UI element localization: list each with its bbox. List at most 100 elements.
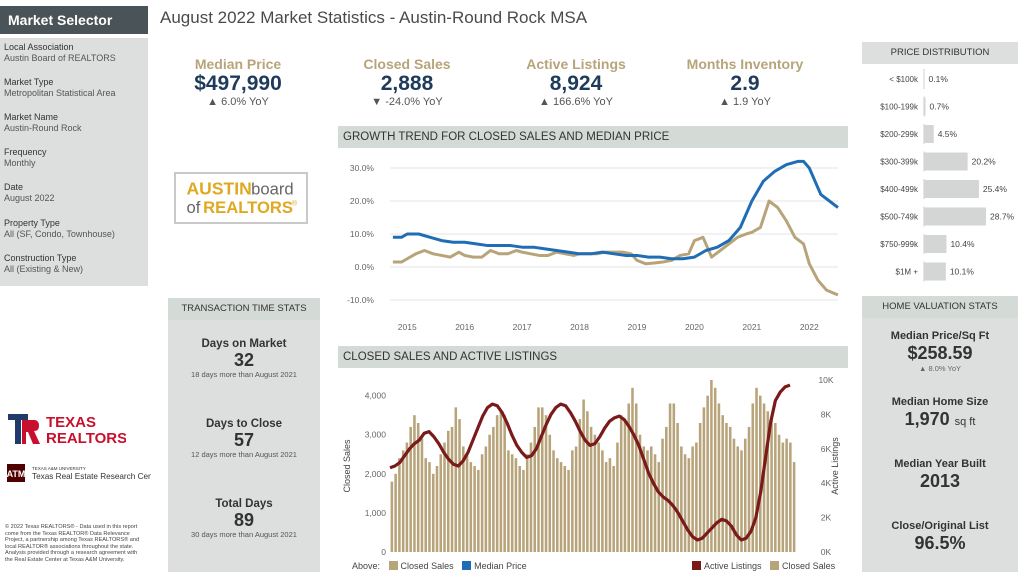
market-selector-header: Market Selector: [0, 6, 148, 34]
closed-sales-bar: [582, 399, 585, 552]
price-category-label: < $100k: [889, 75, 919, 84]
legend-above: Above:: [352, 561, 381, 571]
closed-sales-bar: [665, 426, 668, 552]
stat-label: Median Price/Sq Ft: [890, 330, 990, 342]
y-axis-label: Closed Sales: [342, 439, 352, 493]
closed-sales-bar: [556, 458, 559, 552]
y2-axis-label: Active Listings: [830, 437, 840, 495]
kpi-value: 8,924: [549, 72, 603, 95]
closed-sales-bar: [514, 458, 518, 552]
y-tick-label: 4,000: [365, 391, 387, 401]
legend-swatch-median-price: [462, 561, 472, 570]
logo-registered-mark: ®: [292, 198, 298, 207]
closed-sales-bar: [642, 446, 646, 552]
closed-sales-bar: [785, 438, 788, 552]
kpi-label: Months Inventory: [686, 56, 804, 72]
field-value: Austin-Round Rock: [4, 122, 82, 133]
y2-tick-label: 0K: [821, 547, 832, 557]
closed-sales-bar: [683, 454, 687, 552]
closed-sales-bar: [740, 450, 743, 552]
austin-board-of-realtors-logo: AUSTIN board of REALTORS ®: [174, 172, 308, 224]
stat-note: 30 days more than August 2021: [191, 530, 297, 539]
closed-sales-bar: [394, 473, 397, 552]
closed-sales-bar: [717, 403, 721, 552]
median-price-sqft: Median Price/Sq Ft $258.59 ▲ 8.0% YoY: [862, 330, 1018, 373]
closed-sales-bar: [552, 450, 555, 552]
tamu-logo: ATM TEXAS A&M UNIVERSITY Texas Real Esta…: [7, 464, 151, 482]
kpi-active-listings: Active Listings 8,924 ▲ 166.6% YoY: [506, 56, 646, 108]
legend-active-listings: Active Listings: [704, 561, 762, 571]
field-frequency[interactable]: Frequency Monthly: [4, 147, 47, 168]
closed-sales-bar: [405, 442, 409, 552]
field-market-name[interactable]: Market Name Austin-Round Rock: [4, 112, 82, 133]
median-year-built: Median Year Built 2013: [862, 458, 1018, 492]
price-value-label: 25.4%: [983, 184, 1008, 194]
closed-sales-bar: [563, 466, 567, 552]
field-value: All (SF, Condo, Townhouse): [4, 228, 115, 239]
closed-sales-bar: [702, 407, 706, 552]
field-label: Local Association: [4, 42, 74, 52]
closed-sales-bar: [578, 419, 582, 552]
closed-sales-bar: [446, 430, 450, 552]
closed-sales-bar: [687, 458, 691, 552]
field-value: Monthly: [4, 157, 36, 168]
closed-sales-bar: [413, 415, 416, 552]
x-tick-label: 2019: [628, 322, 647, 332]
field-label: Market Type: [4, 77, 54, 87]
price-category-label: $400-499k: [880, 185, 919, 194]
median-price-line: [392, 159, 839, 261]
price-bar: [924, 70, 925, 88]
closed-sales-bar: [574, 446, 578, 552]
closed-sales-bar: [777, 434, 781, 552]
closed-sales-bar: [634, 403, 638, 552]
closed-sales-bar: [743, 438, 747, 552]
sidebar: Market Selector Local Association Austin…: [0, 0, 151, 576]
x-tick-label: 2020: [685, 322, 704, 332]
field-construction-type[interactable]: Construction Type All (Existing & New): [4, 253, 83, 274]
price-bar: [924, 207, 986, 226]
stat-value: 96.5%: [914, 533, 966, 553]
y-tick-label: 10.0%: [350, 229, 375, 239]
field-property-type[interactable]: Property Type All (SF, Condo, Townhouse): [4, 218, 115, 239]
closed-sales-bar: [751, 403, 755, 552]
field-local-association[interactable]: Local Association Austin Board of REALTO…: [4, 42, 116, 63]
days-to-close: Days to Close 57 12 days more than Augus…: [168, 418, 320, 459]
field-market-type[interactable]: Market Type Metropolitan Statistical Are…: [4, 77, 116, 98]
closed-sales-bar: [401, 450, 405, 552]
closed-sales-bar: [480, 454, 484, 552]
closed-sales-bar: [680, 446, 683, 552]
closed-sales-bar: [398, 458, 401, 552]
closed-sales-bar: [454, 407, 458, 552]
legend-swatch-active-listings: [692, 561, 701, 570]
stat-note: ▲ 8.0% YoY: [918, 364, 962, 373]
closed-sales-bar: [503, 415, 506, 552]
price-category-label: $750-999k: [880, 240, 919, 249]
closed-sales-bar: [789, 442, 792, 552]
closed-sales-bar: [713, 387, 717, 552]
closed-sales-bar: [522, 469, 525, 552]
price-value-label: 10.4%: [950, 239, 975, 249]
field-value: Metropolitan Statistical Area: [4, 87, 116, 98]
legend-swatch-closed-sales: [388, 561, 398, 570]
stat-value: 89: [233, 510, 255, 530]
field-label: Construction Type: [4, 253, 77, 263]
field-value: August 2022: [4, 192, 55, 203]
logo-of: of: [187, 198, 201, 217]
field-date[interactable]: Date August 2022: [4, 182, 55, 203]
texas-logo-line1: TEXAS: [46, 414, 96, 431]
closed-sales-bar: [792, 462, 796, 552]
closed-sales-bar: [710, 380, 713, 552]
kpi-value: 2.9: [730, 72, 760, 95]
price-bar: [924, 262, 946, 281]
days-on-market: Days on Market 32 18 days more than Augu…: [168, 338, 320, 379]
closed-sales-bar: [612, 466, 615, 552]
closed-sales-bar: [619, 415, 623, 552]
texas-realtors-logo: TEXAS REALTORS: [8, 414, 126, 446]
price-category-label: $300-399k: [880, 158, 919, 167]
legend-median-price: Median Price: [474, 561, 527, 571]
closed-sales-bar: [495, 415, 499, 552]
x-tick-label: 2018: [570, 322, 589, 332]
price-bar: [924, 235, 947, 253]
closed-sales-bar: [473, 466, 476, 552]
closed-sales-bar: [431, 473, 435, 552]
